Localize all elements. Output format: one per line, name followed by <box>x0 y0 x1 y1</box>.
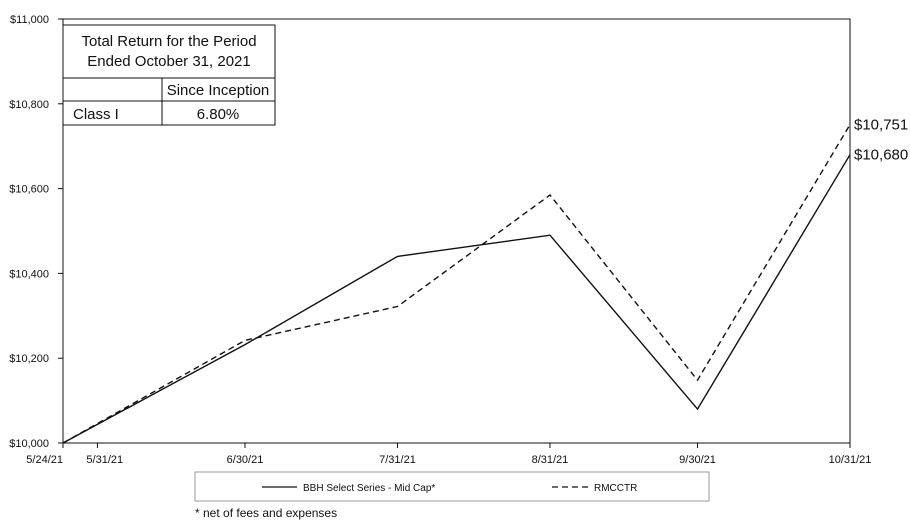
end-labels: $10,680 $10,751 <box>854 117 908 164</box>
x-tick-label: 8/31/21 <box>532 454 569 466</box>
table-column-header: Since Inception <box>167 82 270 99</box>
y-axis: $10,000 $10,200 $10,400 $10,600 $10,800 $11,0… <box>9 14 63 450</box>
x-tick-label: 9/30/21 <box>679 454 716 466</box>
legend: BBH Select Series - Mid Cap* RMCCTR <box>194 471 710 502</box>
x-tick-label: 7/31/21 <box>379 454 416 466</box>
y-tick-label: $10,400 <box>9 268 49 280</box>
y-tick-label: $10,800 <box>9 99 49 111</box>
x-axis: 5/24/21 5/31/21 6/30/21 7/31/21 8/31/21 9/30/… <box>26 443 871 466</box>
x-tick-label: 5/31/21 <box>86 454 123 466</box>
series-line-fund <box>62 154 851 444</box>
table-border <box>62 24 276 126</box>
legend-label-index: RMCCTR <box>594 483 637 494</box>
y-tick-label: $10,000 <box>9 438 49 450</box>
x-tick-label: 5/24/21 <box>26 454 63 466</box>
table-row-value: 6.80% <box>197 106 240 123</box>
series-line-rmcctr <box>62 124 851 444</box>
end-value-label: $10,680 <box>854 147 908 164</box>
end-value-label: $10,751 <box>854 117 908 134</box>
table-title-line2: Ended October 31, 2021 <box>87 53 250 70</box>
return-table: Total Return for the Period Ended Octobe… <box>62 24 276 126</box>
footnote: * net of fees and expenses <box>195 506 337 520</box>
y-tick-label: $10,200 <box>9 353 49 365</box>
series-layer <box>62 124 851 444</box>
y-tick-label: $10,600 <box>9 184 49 196</box>
legend-box <box>194 471 710 502</box>
table-row-label: Class I <box>73 106 119 123</box>
y-tick-label: $11,000 <box>10 14 49 26</box>
plot-frame <box>62 18 851 444</box>
table-title-line1: Total Return for the Period <box>81 33 256 50</box>
legend-label-fund: BBH Select Series - Mid Cap* <box>303 483 435 494</box>
x-tick-label: 10/31/21 <box>829 454 872 466</box>
x-tick-label: 6/30/21 <box>227 454 264 466</box>
